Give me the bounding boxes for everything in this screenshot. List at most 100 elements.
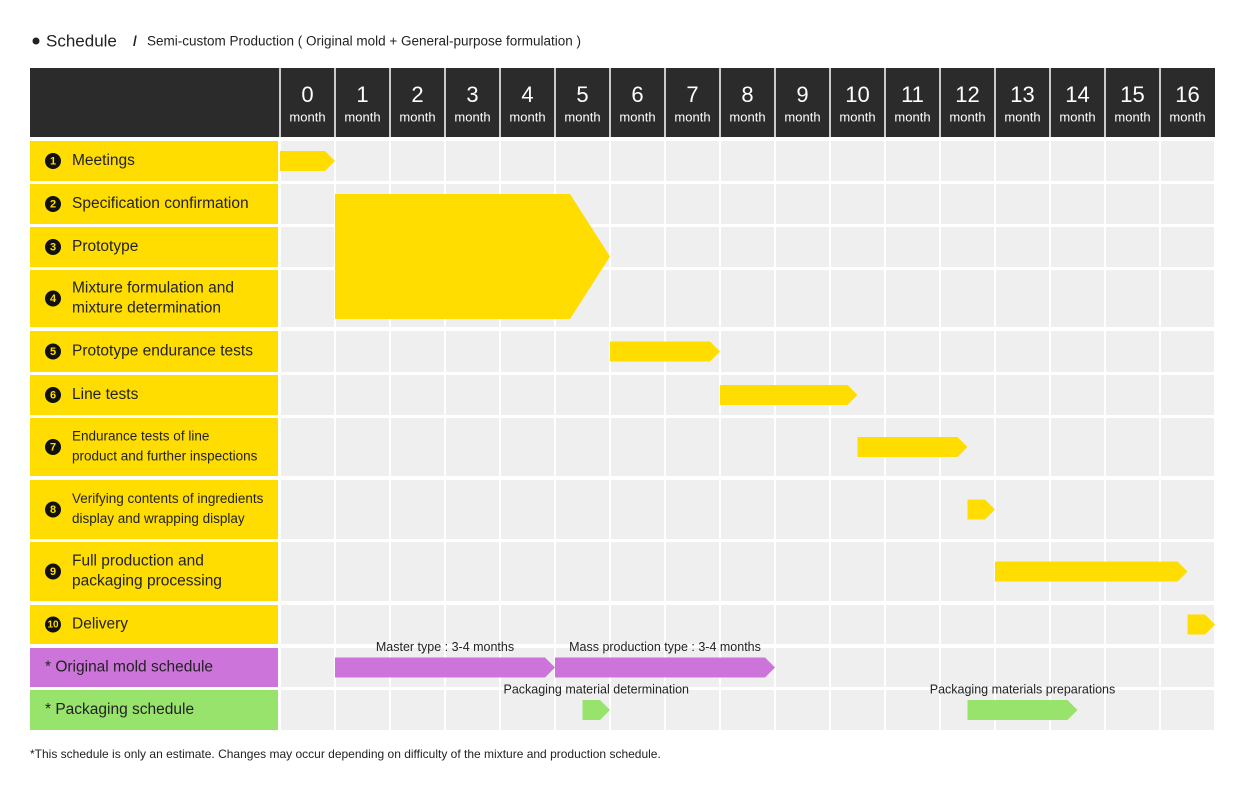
grid-cell — [611, 227, 664, 267]
grid-cell — [556, 375, 609, 415]
grid-cell — [281, 184, 334, 224]
grid-cell — [391, 331, 444, 372]
grid-cell — [281, 480, 334, 539]
title-bullet — [32, 37, 40, 45]
x-tick-label: 2 — [411, 82, 423, 107]
grid-cell — [831, 141, 884, 181]
grid-cell — [281, 605, 334, 644]
x-tick-label: 12 — [955, 82, 979, 107]
bar-label: Mass production type : 3-4 months — [569, 640, 761, 654]
grid-cell — [941, 184, 994, 224]
grid-cell — [776, 270, 829, 327]
grid-cell — [886, 227, 939, 267]
grid-cell — [501, 542, 554, 601]
row-label: display and wrapping display — [72, 511, 245, 526]
grid-cell — [941, 227, 994, 267]
grid-cell — [1051, 605, 1104, 644]
grid-cell — [776, 331, 829, 372]
grid-cell — [996, 605, 1049, 644]
x-tick-label: 0 — [301, 82, 313, 107]
grid-cell — [1106, 331, 1159, 372]
grid-cell — [281, 648, 334, 687]
grid-cell — [501, 375, 554, 415]
grid-cell — [1051, 184, 1104, 224]
x-tick-unit: month — [399, 109, 435, 124]
header-background — [30, 68, 1215, 137]
grid-cell — [831, 480, 884, 539]
x-tick-unit: month — [1004, 109, 1040, 124]
grid-cell — [336, 418, 389, 476]
grid-cell — [721, 690, 774, 730]
row-label-cell — [30, 331, 278, 372]
grid-cell — [886, 141, 939, 181]
grid-cell — [1161, 648, 1214, 687]
grid-cell — [831, 690, 884, 730]
grid-cell — [556, 605, 609, 644]
grid-cell — [721, 184, 774, 224]
schedule-bar — [335, 657, 555, 678]
grid-cell — [1051, 648, 1104, 687]
grid-cell — [776, 184, 829, 224]
grid-cell — [886, 270, 939, 327]
grid-cell — [721, 270, 774, 327]
grid-cell — [996, 648, 1049, 687]
grid-cell — [666, 605, 719, 644]
x-tick-label: 3 — [466, 82, 478, 107]
x-tick-unit: month — [454, 109, 490, 124]
grid-cell — [556, 418, 609, 476]
grid-cell — [1051, 141, 1104, 181]
grid-cell — [721, 141, 774, 181]
grid-cell — [1106, 418, 1159, 476]
grid-cell — [611, 690, 664, 730]
row-number-badge — [45, 153, 61, 169]
grid-cell — [721, 227, 774, 267]
grid-cell — [1051, 480, 1104, 539]
schedule-bar — [335, 194, 610, 319]
grid-cell — [1051, 227, 1104, 267]
grid-cell — [1161, 227, 1214, 267]
grid-cell — [336, 690, 389, 730]
grid-cell — [996, 375, 1049, 415]
grid-cell — [941, 331, 994, 372]
row-number-badge — [45, 501, 61, 518]
grid-cell — [1106, 227, 1159, 267]
row-number: 3 — [50, 241, 56, 253]
grid-cell — [281, 690, 334, 730]
grid-cell — [281, 542, 334, 601]
x-tick-label: 8 — [741, 82, 753, 107]
grid-cell — [721, 605, 774, 644]
row-label: Delivery — [72, 616, 128, 633]
grid-cell — [611, 141, 664, 181]
grid-cell — [886, 184, 939, 224]
x-tick-unit: month — [289, 109, 325, 124]
title-separator: / — [133, 33, 137, 49]
grid-cell — [666, 690, 719, 730]
schedule-bar — [995, 561, 1188, 582]
grid-cell — [996, 141, 1049, 181]
grid-cell — [501, 331, 554, 372]
grid-cell — [831, 184, 884, 224]
grid-cell — [1161, 690, 1214, 730]
grid-cell — [281, 418, 334, 476]
grid-cell — [1106, 648, 1159, 687]
grid-cell — [776, 648, 829, 687]
x-tick-unit: month — [1059, 109, 1095, 124]
x-tick-label: 15 — [1120, 82, 1144, 107]
grid-cell — [776, 141, 829, 181]
grid-cell — [1161, 270, 1214, 327]
grid-cell — [336, 542, 389, 601]
grid-cell — [391, 141, 444, 181]
grid-cell — [886, 375, 939, 415]
grid-cell — [721, 331, 774, 372]
row-number-badge — [45, 290, 61, 307]
row-label-cell — [30, 270, 278, 327]
grid-cell — [1106, 605, 1159, 644]
row-number-badge — [45, 343, 61, 360]
schedule-bar — [610, 341, 720, 362]
grid-cell — [1051, 375, 1104, 415]
grid-cell — [1161, 418, 1214, 476]
grid-cell — [336, 375, 389, 415]
grid-cell — [831, 270, 884, 327]
row-label-cell — [30, 690, 278, 730]
grid-cell — [886, 605, 939, 644]
